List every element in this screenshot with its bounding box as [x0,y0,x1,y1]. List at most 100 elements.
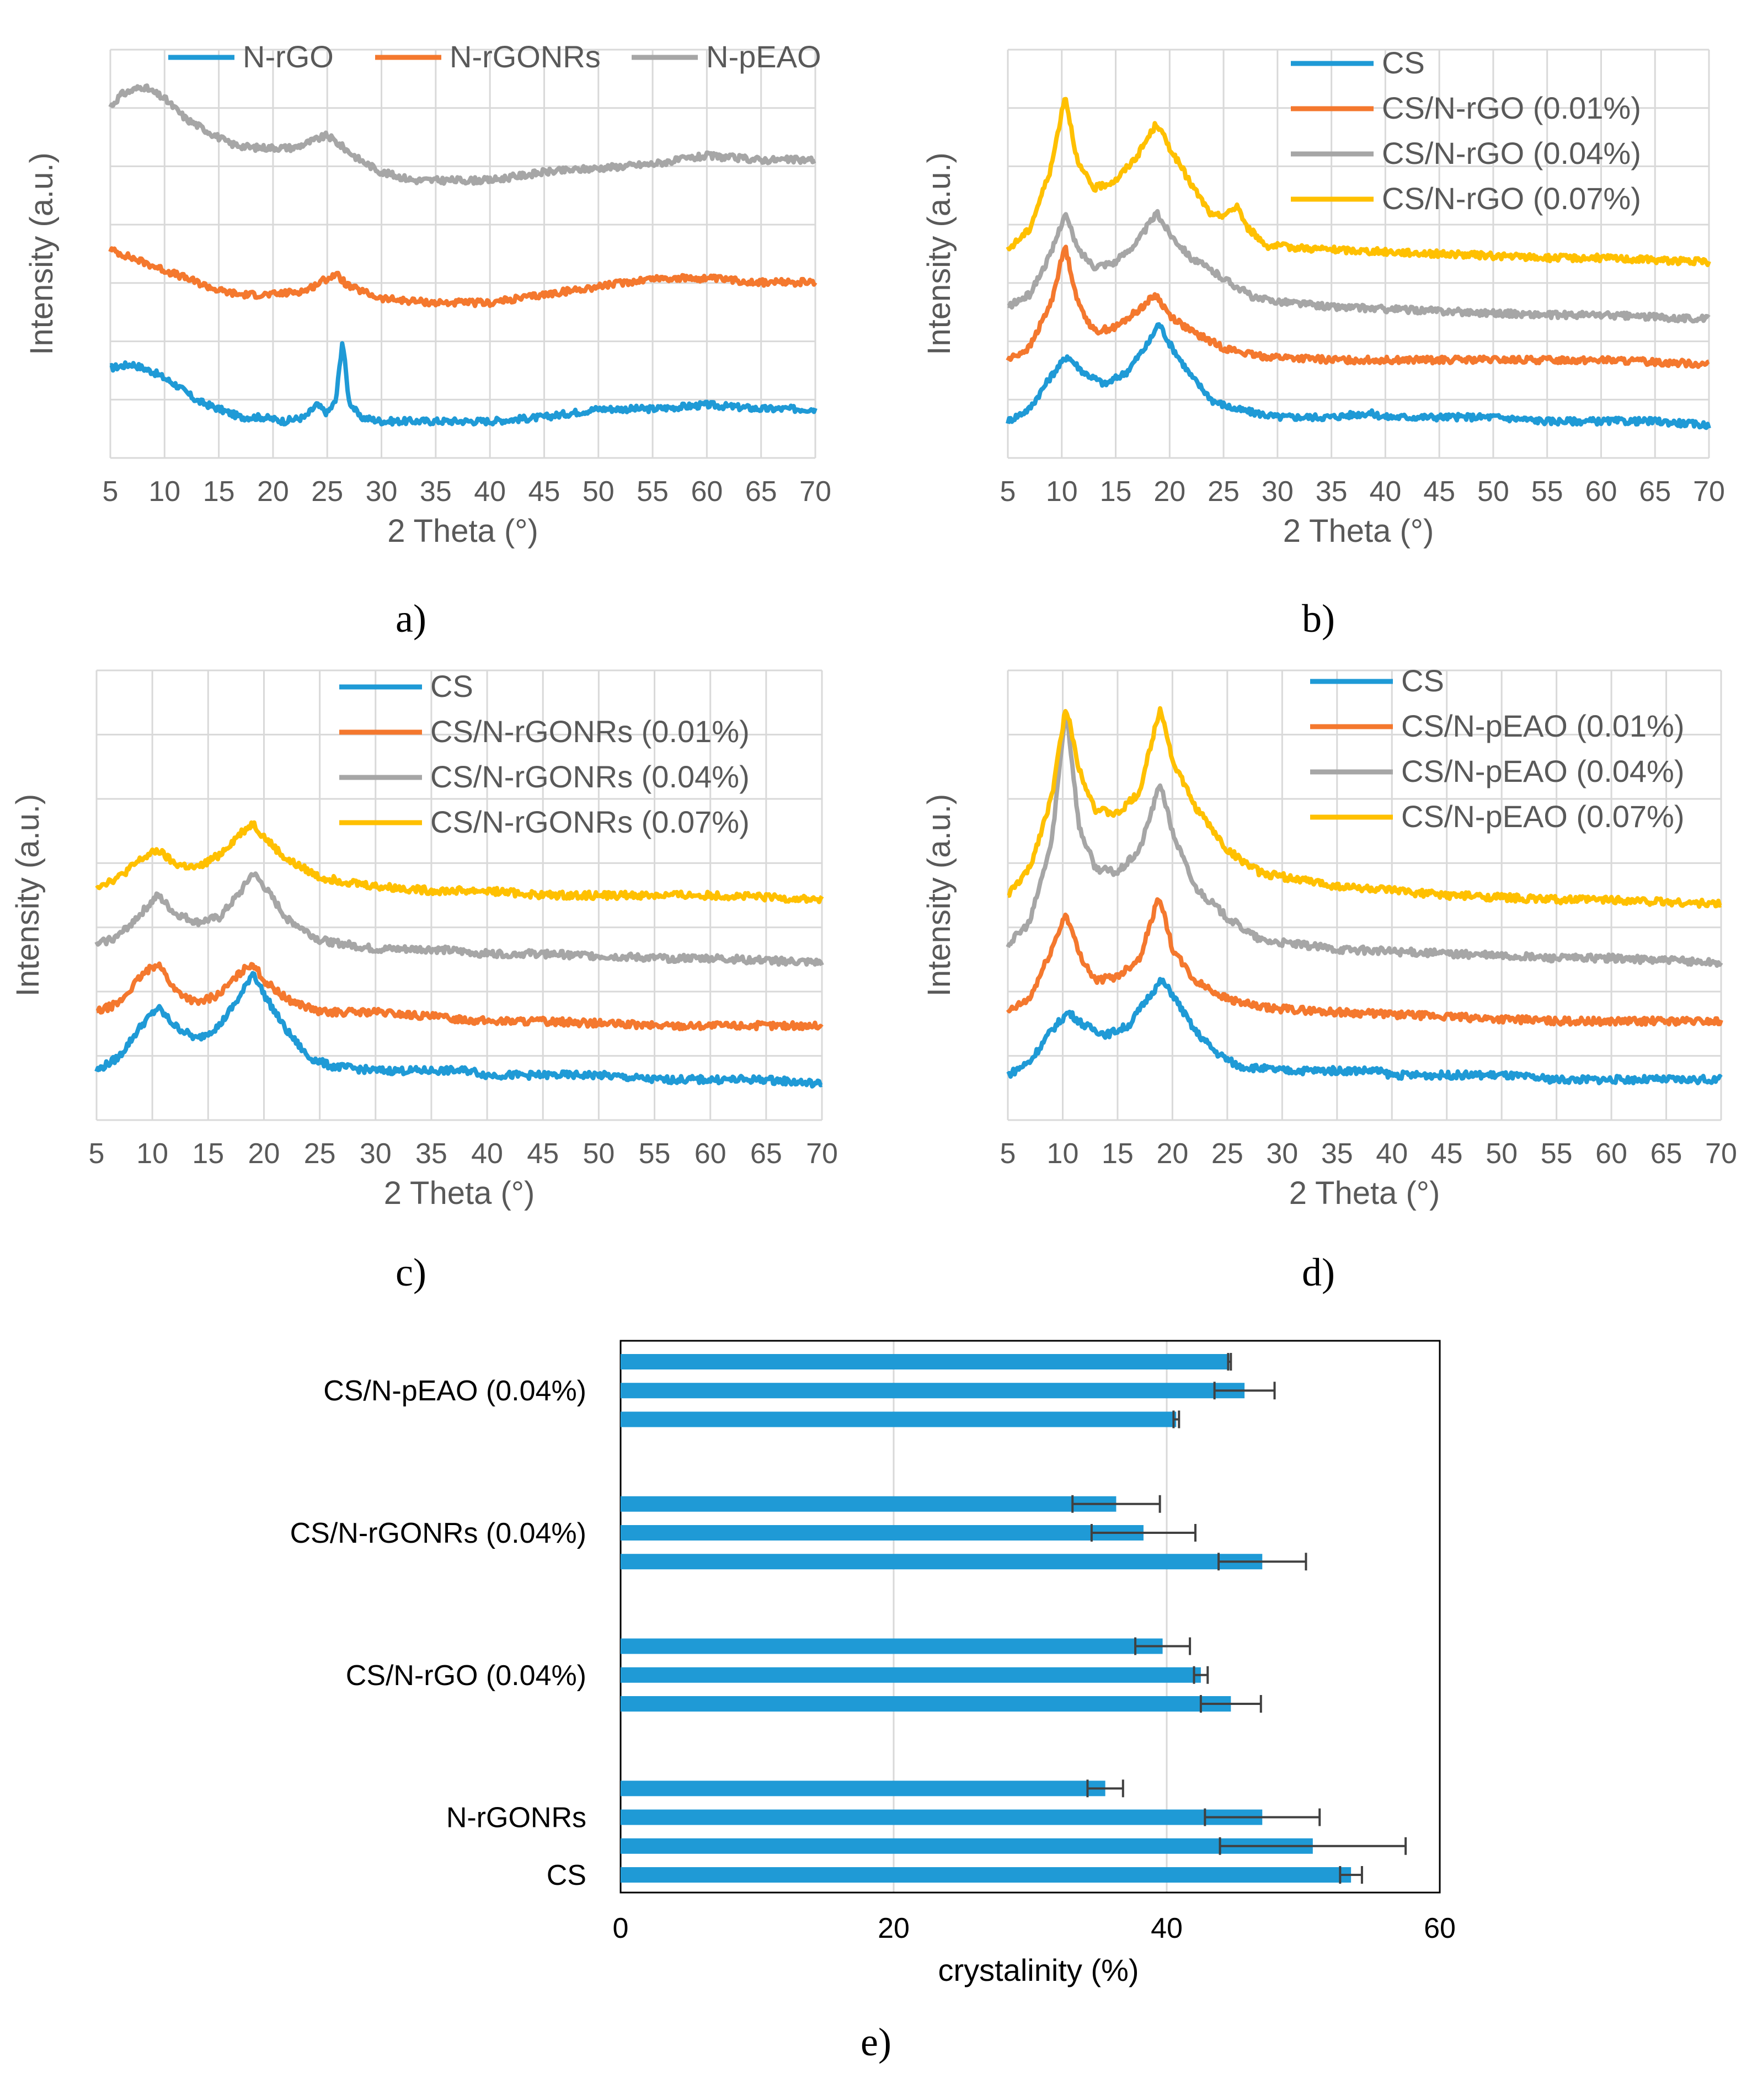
crystallinity-bar [621,1525,1144,1541]
x-tick-label: 70 [799,476,831,508]
x-tick-label: 40 [1376,1138,1408,1170]
x-tick-label: 30 [1266,1138,1298,1170]
x-tick-label: 60 [695,1138,727,1170]
x-tick-label: 35 [1316,476,1348,508]
x-tick-label: 20 [1156,1138,1188,1170]
x-tick-label: 15 [1102,1138,1134,1170]
x-tick-label: 5 [1000,476,1016,508]
x-axis-label: 2 Theta (°) [1283,513,1434,549]
legend-label: CS [1401,663,1444,698]
x-tick-label: 65 [1639,476,1671,508]
x-tick-label: 5 [103,476,119,508]
x-tick-label: 60 [1424,1912,1456,1944]
x-tick-label: 10 [1047,1138,1079,1170]
x-tick-label: 35 [415,1138,447,1170]
x-axis-label: 2 Theta (°) [384,1175,535,1211]
series-line-cs-n-rgonrs-0-07- [95,820,824,904]
x-tick-label: 35 [420,476,452,508]
y-axis-label: Intensity (a.u.) [921,794,957,996]
x-tick-label: 40 [474,476,506,508]
x-tick-label: 20 [1153,476,1185,508]
x-tick-label: 50 [1477,476,1509,508]
x-tick-label: 70 [806,1138,838,1170]
x-tick-label: 20 [878,1912,910,1944]
panel-a-xrd-chart: 5 10 15 20 25 30 35 40 45 50 55 60 65 70 2 Theta (°) In… [24,39,831,641]
x-tick-label: 20 [257,476,289,508]
x-tick-label: 25 [304,1138,336,1170]
x-tick-label: 50 [583,1138,615,1170]
x-tick-label: 55 [1531,476,1563,508]
x-tick-label: 15 [192,1138,224,1170]
legend-label: CS/N-pEAO (0.07%) [1401,799,1685,834]
x-tick-label: 10 [1046,476,1078,508]
x-tick-label: 30 [1262,476,1294,508]
x-tick-label: 45 [528,476,560,508]
legend-label: CS/N-pEAO (0.04%) [1401,754,1685,788]
crystallinity-bar [621,1781,1105,1797]
x-tick-label: 50 [1486,1138,1518,1170]
legend-label: CS/N-rGONRs (0.07%) [430,804,750,839]
crystallinity-bar [621,1554,1263,1570]
x-tick-label: 50 [583,476,615,508]
x-tick-label: 30 [360,1138,392,1170]
series-line-cs-n-rgonrs-0-04- [94,871,824,967]
x-tick-label: 60 [691,476,723,508]
x-tick-label: 65 [750,1138,782,1170]
y-axis-label: Intensity (a.u.) [921,152,957,355]
crystallinity-bar [621,1383,1245,1399]
crystallinity-bar [621,1867,1352,1883]
series-line-cs [94,971,823,1089]
crystallinity-bar [621,1809,1263,1825]
panel-label: d) [1302,1250,1335,1294]
x-axis-label: 2 Theta (°) [1289,1175,1440,1211]
series-line-cs-n-rgonrs-0-01- [95,961,824,1032]
panel-e-crystallinity-bar-chart: CS N-rGONRs CS/N-rGO (0.04%) CS/N-rGONRs (0… [290,1340,1456,2064]
x-tick-label: 45 [1431,1138,1463,1170]
x-tick-label: 25 [1208,476,1240,508]
panel-label: c) [396,1250,426,1294]
legend-label: N-rGONRs [450,39,601,74]
crystallinity-bar [621,1496,1117,1512]
x-tick-label: 70 [1705,1138,1737,1170]
series-line-cs-n-rgo-0-01- [1006,244,1710,369]
series-line-n-rgo [109,341,818,427]
x-tick-label: 25 [311,476,343,508]
legend-label: CS [430,669,473,703]
x-tick-label: 0 [613,1912,629,1944]
series-line-cs [1006,977,1723,1085]
legend-label: N-pEAO [706,39,821,74]
category-label: CS [547,1859,586,1891]
x-tick-label: 55 [637,476,669,508]
legend-label: CS/N-rGONRs (0.04%) [430,759,750,794]
plot-frame [619,1340,1441,1894]
y-axis-label: Intensity (a.u.) [24,152,60,355]
x-tick-label: 10 [136,1138,168,1170]
series-line-n-peao [108,83,816,186]
legend-label: CS/N-rGO (0.04%) [1382,136,1641,170]
panel-label: b) [1302,596,1335,641]
crystallinity-bar [621,1411,1177,1427]
x-tick-label: 45 [1423,476,1455,508]
x-tick-label: 55 [639,1138,671,1170]
legend-label: CS/N-rGONRs (0.01%) [430,714,750,749]
series-line-cs-n-peao-0-07- [1007,706,1722,909]
legend-label: CS [1382,45,1425,80]
legend-label: N-rGO [243,39,334,74]
crystallinity-bar [621,1838,1313,1854]
series-line-cs [1006,322,1711,430]
crystallinity-bar [621,1667,1201,1683]
x-tick-label: 45 [527,1138,559,1170]
x-tick-label: 55 [1541,1138,1573,1170]
x-tick-label: 65 [1650,1138,1682,1170]
panel-b-xrd-chart: 5 10 15 20 25 30 35 40 45 50 55 60 65 70 2 Theta (°) In… [921,45,1725,641]
legend-label: CS/N-rGO (0.01%) [1382,90,1641,125]
crystallinity-bar [621,1354,1230,1369]
x-tick-label: 30 [366,476,398,508]
crystallinity-bar [621,1696,1231,1712]
x-tick-label: 5 [1000,1138,1016,1170]
category-label: CS/N-pEAO (0.04%) [323,1375,586,1407]
x-tick-label: 5 [89,1138,105,1170]
panel-label: e) [861,2020,891,2064]
x-tick-label: 10 [148,476,180,508]
